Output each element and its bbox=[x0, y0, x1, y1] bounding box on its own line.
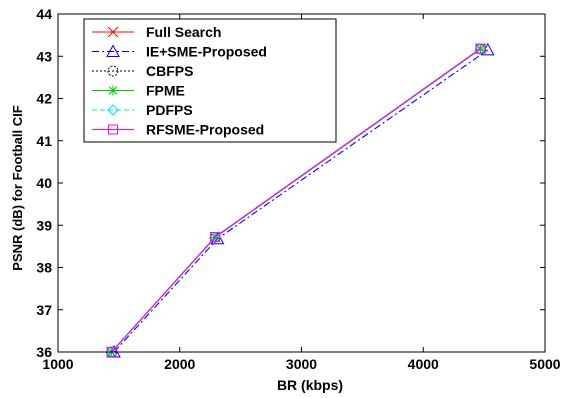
data-point-4-2 bbox=[474, 43, 487, 55]
x-tick-label: 4000 bbox=[408, 356, 439, 372]
legend-label-4: PDFPS bbox=[146, 102, 193, 118]
y-tick-label: 43 bbox=[36, 48, 52, 64]
legend-marker-5 bbox=[108, 124, 118, 135]
y-tick-label: 41 bbox=[36, 133, 52, 149]
legend-entry-1: IE+SME-Proposed bbox=[92, 44, 267, 60]
x-tick-label: 2000 bbox=[164, 356, 195, 372]
legend-label-1: IE+SME-Proposed bbox=[146, 44, 267, 60]
legend-label-2: CBFPS bbox=[146, 63, 193, 79]
y-tick-label: 38 bbox=[36, 260, 52, 276]
series-line-5 bbox=[111, 48, 481, 353]
y-tick-label: 36 bbox=[36, 344, 52, 360]
legend-entry-0: Full Search bbox=[92, 24, 221, 40]
legend-label-3: FPME bbox=[146, 83, 185, 99]
data-point-5-1 bbox=[210, 232, 221, 243]
y-tick-label: 39 bbox=[36, 217, 52, 233]
legend: Full Search IE+SME-Proposed CBFPS FPME PDFPS… bbox=[83, 18, 337, 143]
x-tick-label: 1000 bbox=[42, 356, 73, 372]
legend-marker-4 bbox=[107, 104, 119, 116]
legend-entry-3: FPME bbox=[92, 83, 185, 99]
legend-marker-0 bbox=[107, 26, 119, 38]
x-axis-label: BR (kbps) bbox=[277, 377, 343, 393]
legend-entry-2: CBFPS bbox=[92, 63, 193, 79]
series-layer bbox=[105, 42, 495, 358]
x-tick-label: 3000 bbox=[286, 356, 317, 372]
legend-box bbox=[83, 18, 337, 143]
axes-layer: 1000 2000 3000 4000 5000 36 37 38 39 40 41 42 43 44 bbox=[36, 6, 560, 372]
x-tick-label: 5000 bbox=[529, 356, 560, 372]
legend-marker-3 bbox=[108, 85, 118, 96]
legend-entry-4: PDFPS bbox=[92, 102, 193, 118]
data-point-4-1 bbox=[209, 231, 221, 244]
y-tick-label: 42 bbox=[36, 91, 52, 107]
legend-marker-1 bbox=[106, 44, 120, 57]
legend-marker-2 bbox=[107, 65, 119, 77]
y-tick-label: 37 bbox=[36, 302, 52, 318]
y-tick-label: 40 bbox=[36, 175, 52, 191]
legend-label-0: Full Search bbox=[146, 24, 221, 40]
y-tick-label: 44 bbox=[36, 6, 52, 22]
series-line-1 bbox=[113, 49, 489, 353]
data-point-5-2 bbox=[475, 43, 486, 54]
legend-label-5: RFSME-Proposed bbox=[146, 122, 264, 138]
series-5 bbox=[106, 43, 486, 357]
y-axis-label: PSNR (dB) for Football CIF bbox=[10, 105, 25, 270]
legend-entry-5: RFSME-Proposed bbox=[92, 122, 264, 138]
